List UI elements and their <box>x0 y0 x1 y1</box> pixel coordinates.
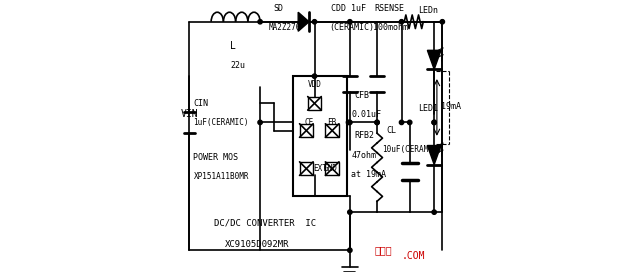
Circle shape <box>432 120 437 125</box>
Text: SD: SD <box>274 4 284 13</box>
Text: RSENSE: RSENSE <box>374 4 404 13</box>
Text: CDD 1uF: CDD 1uF <box>331 4 366 13</box>
Circle shape <box>375 120 379 125</box>
Bar <box>292 76 347 196</box>
Circle shape <box>258 120 262 125</box>
Text: 10uF(CERAMIC): 10uF(CERAMIC) <box>382 145 442 154</box>
Circle shape <box>399 20 404 24</box>
Text: FB: FB <box>326 118 336 127</box>
Circle shape <box>408 120 412 125</box>
Circle shape <box>348 248 352 252</box>
Bar <box>299 124 313 137</box>
Text: RFB2: RFB2 <box>354 131 374 141</box>
Text: 1uF(CERAMIC): 1uF(CERAMIC) <box>194 118 249 127</box>
Text: POWER MOS: POWER MOS <box>194 153 238 162</box>
Circle shape <box>348 210 352 214</box>
Circle shape <box>375 120 379 125</box>
Circle shape <box>313 20 316 24</box>
Text: 22u: 22u <box>230 61 245 70</box>
Text: XC9105D092MR: XC9105D092MR <box>225 240 289 249</box>
Text: CE: CE <box>305 118 314 127</box>
Circle shape <box>348 20 352 24</box>
Circle shape <box>258 20 262 24</box>
Text: (CERAMIC): (CERAMIC) <box>330 23 374 32</box>
Text: CL: CL <box>387 126 396 135</box>
Text: 接线图: 接线图 <box>374 245 392 255</box>
Circle shape <box>432 210 437 214</box>
Polygon shape <box>298 12 309 31</box>
Text: LEDn: LEDn <box>418 6 438 16</box>
Circle shape <box>399 120 404 125</box>
Text: .COM: .COM <box>401 251 425 261</box>
Text: 47ohm: 47ohm <box>352 150 377 160</box>
Bar <box>325 124 339 137</box>
Circle shape <box>432 120 437 125</box>
Circle shape <box>348 120 352 125</box>
Bar <box>308 97 321 110</box>
Text: CIN: CIN <box>194 99 208 108</box>
Text: 100mohm: 100mohm <box>373 23 408 32</box>
Polygon shape <box>427 146 441 165</box>
Text: CFB: CFB <box>354 91 369 100</box>
Text: L: L <box>230 41 236 51</box>
Text: 19mA: 19mA <box>441 101 461 111</box>
Text: 0.01uF: 0.01uF <box>351 110 381 119</box>
Circle shape <box>347 120 351 125</box>
Text: MA2Z270: MA2Z270 <box>268 23 301 32</box>
Text: EXT: EXT <box>313 164 327 173</box>
Text: GND: GND <box>323 164 337 173</box>
Circle shape <box>313 74 316 78</box>
Text: LED1: LED1 <box>418 104 438 113</box>
Text: VIN: VIN <box>181 109 199 119</box>
Text: DC/DC CONVERTER  IC: DC/DC CONVERTER IC <box>214 218 316 228</box>
Bar <box>299 162 313 175</box>
Text: XP151A11B0MR: XP151A11B0MR <box>194 172 249 181</box>
Bar <box>325 162 339 175</box>
Polygon shape <box>427 50 441 69</box>
Text: at 19mA: at 19mA <box>351 169 386 179</box>
Circle shape <box>440 20 445 24</box>
Text: VDD: VDD <box>308 80 321 89</box>
